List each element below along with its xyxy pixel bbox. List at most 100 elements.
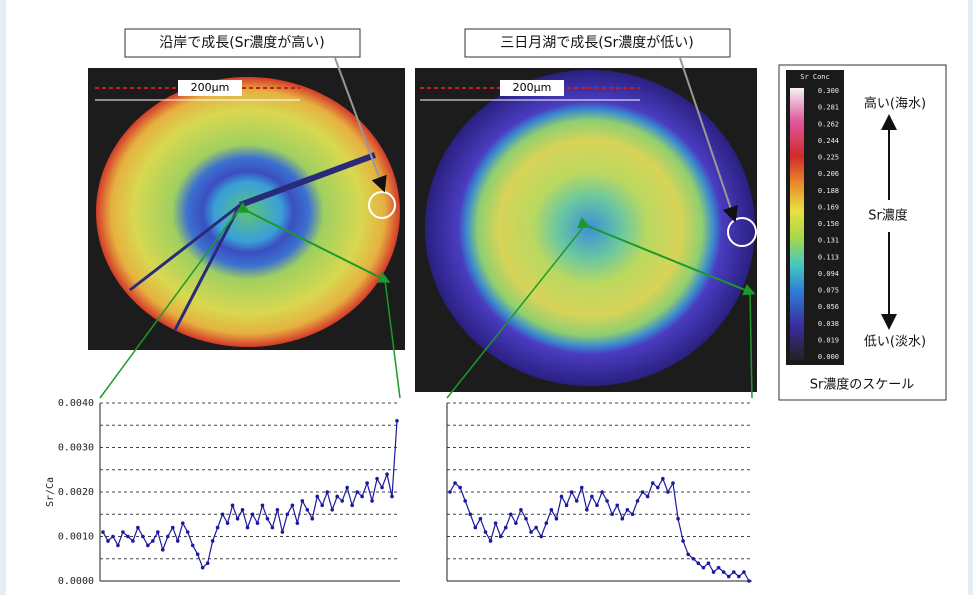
point bbox=[727, 575, 731, 579]
point bbox=[380, 486, 384, 490]
scale-mid: Sr濃度 bbox=[868, 208, 908, 224]
y-tick-label: 0.0040 bbox=[58, 398, 94, 409]
colorbar-label: 0.169 bbox=[818, 203, 839, 211]
point bbox=[126, 535, 130, 539]
point bbox=[468, 512, 472, 516]
point bbox=[534, 526, 538, 530]
colorbar-label: 0.188 bbox=[818, 187, 839, 195]
point bbox=[291, 504, 295, 508]
point bbox=[286, 512, 290, 516]
point bbox=[590, 495, 594, 499]
colorbar-label: 0.000 bbox=[818, 353, 839, 361]
point bbox=[131, 539, 135, 543]
point bbox=[565, 504, 569, 508]
point bbox=[116, 544, 120, 548]
point bbox=[575, 499, 579, 503]
point bbox=[580, 486, 584, 490]
colorbar-label: 0.281 bbox=[818, 104, 839, 112]
y-tick-label: 0.0020 bbox=[58, 487, 94, 498]
point bbox=[146, 544, 150, 548]
point bbox=[365, 481, 369, 485]
point bbox=[276, 508, 280, 512]
point bbox=[671, 481, 675, 485]
colorbar bbox=[790, 88, 804, 360]
point bbox=[236, 517, 240, 521]
point bbox=[595, 504, 599, 508]
scale-label: 200μm bbox=[513, 81, 552, 94]
colorbar-label: 0.056 bbox=[818, 303, 839, 311]
point bbox=[301, 499, 305, 503]
point bbox=[310, 517, 314, 521]
point bbox=[737, 575, 741, 579]
point bbox=[355, 490, 359, 494]
point bbox=[479, 517, 483, 521]
colorbar-title: Sr Conc bbox=[800, 73, 830, 81]
y-tick-label: 0.0000 bbox=[58, 576, 94, 587]
point bbox=[615, 504, 619, 508]
point bbox=[176, 539, 180, 543]
point bbox=[206, 561, 210, 565]
point bbox=[636, 499, 640, 503]
point bbox=[186, 530, 190, 534]
colorbar-label: 0.206 bbox=[818, 170, 839, 178]
point bbox=[661, 477, 665, 481]
point bbox=[489, 539, 493, 543]
point bbox=[610, 512, 614, 516]
point bbox=[666, 490, 670, 494]
point bbox=[707, 561, 711, 565]
point bbox=[370, 499, 374, 503]
point bbox=[340, 499, 344, 503]
point bbox=[742, 570, 746, 574]
point bbox=[320, 504, 324, 508]
point bbox=[651, 481, 655, 485]
point bbox=[560, 495, 564, 499]
point bbox=[360, 495, 364, 499]
point bbox=[697, 561, 701, 565]
point bbox=[136, 526, 140, 530]
point bbox=[211, 539, 215, 543]
point bbox=[621, 517, 625, 521]
point bbox=[631, 512, 635, 516]
colorbar-label: 0.131 bbox=[818, 237, 839, 245]
point bbox=[196, 553, 200, 557]
scale-caption: Sr濃度のスケール bbox=[810, 377, 915, 393]
point bbox=[504, 526, 508, 530]
point bbox=[221, 512, 225, 516]
page: 200μm 200μm 沿岸で成長(Sr濃度が高い) 三日月湖で成長(Sr濃度が… bbox=[0, 0, 973, 595]
point bbox=[514, 521, 518, 525]
figure: 200μm 200μm 沿岸で成長(Sr濃度が高い) 三日月湖で成長(Sr濃度が… bbox=[0, 0, 973, 595]
point bbox=[246, 526, 250, 530]
point bbox=[111, 535, 115, 539]
scale-low: 低い(淡水) bbox=[864, 335, 926, 350]
point bbox=[686, 553, 690, 557]
point bbox=[519, 508, 523, 512]
point bbox=[256, 521, 260, 525]
scale-high: 高い(海水) bbox=[864, 96, 926, 112]
point bbox=[121, 530, 125, 534]
point bbox=[600, 490, 604, 494]
point bbox=[676, 517, 680, 521]
point bbox=[458, 486, 462, 490]
point bbox=[499, 535, 503, 539]
point bbox=[261, 504, 265, 508]
point bbox=[656, 486, 660, 490]
point bbox=[156, 530, 160, 534]
point bbox=[325, 490, 329, 494]
point bbox=[101, 530, 105, 534]
point bbox=[717, 566, 721, 570]
point bbox=[375, 477, 379, 481]
point bbox=[151, 539, 155, 543]
point bbox=[315, 495, 319, 499]
point bbox=[296, 521, 300, 525]
point bbox=[732, 570, 736, 574]
point bbox=[181, 521, 185, 525]
point bbox=[191, 544, 195, 548]
colorbar-label: 0.244 bbox=[818, 137, 839, 145]
point bbox=[494, 521, 498, 525]
point bbox=[201, 566, 205, 570]
point bbox=[335, 495, 339, 499]
point bbox=[453, 481, 457, 485]
point bbox=[605, 499, 609, 503]
point bbox=[550, 508, 554, 512]
point bbox=[529, 530, 533, 534]
